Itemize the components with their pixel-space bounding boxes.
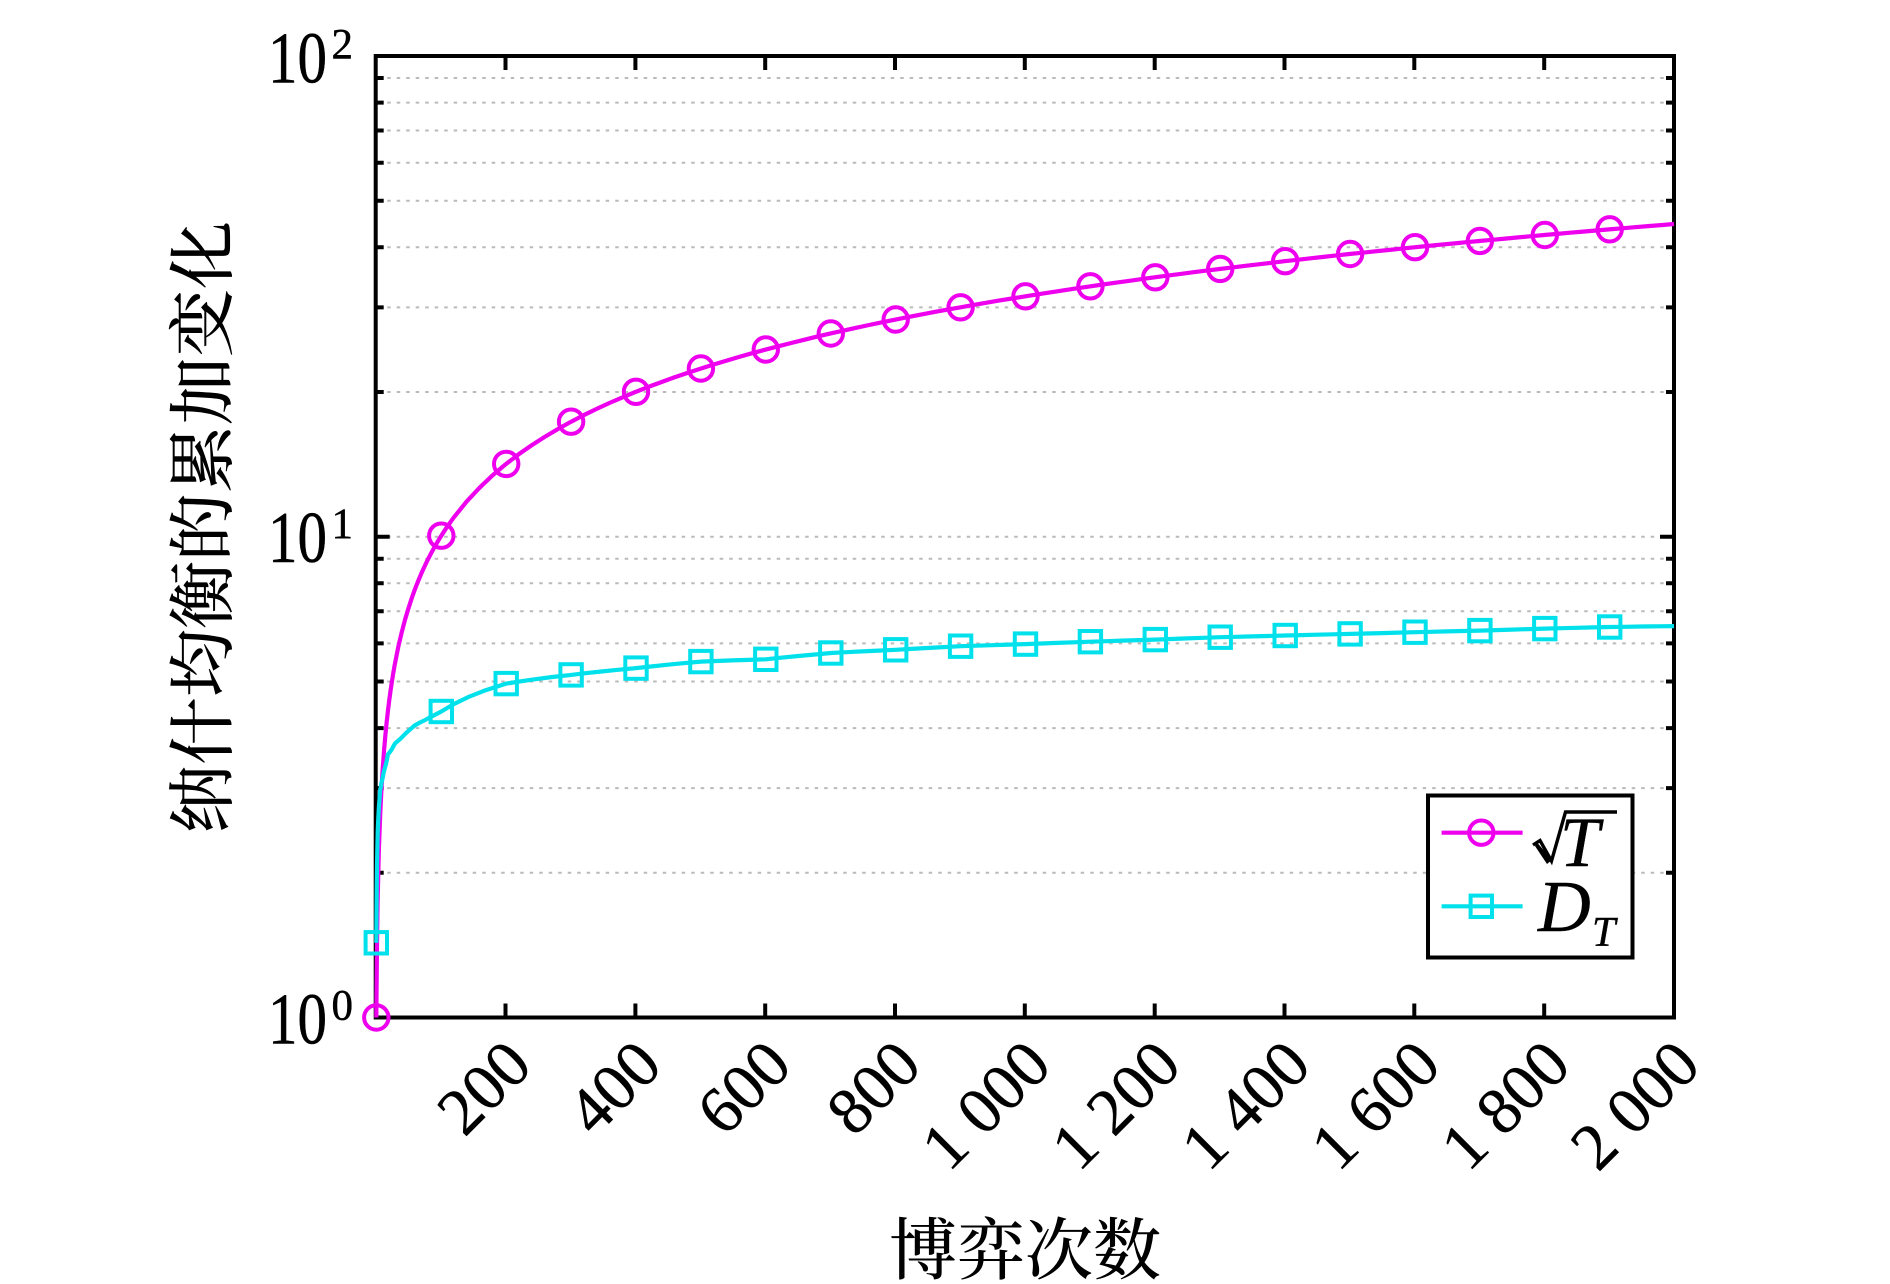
svg-text:0: 0 xyxy=(332,983,354,1030)
svg-text:10: 10 xyxy=(268,497,327,578)
svg-text:10: 10 xyxy=(268,17,327,98)
svg-text:1: 1 xyxy=(332,501,354,548)
svg-text:T: T xyxy=(1560,804,1604,882)
svg-text:10: 10 xyxy=(268,979,327,1060)
svg-text:D: D xyxy=(1537,866,1591,947)
svg-text:2: 2 xyxy=(332,21,354,68)
svg-text:T: T xyxy=(1592,910,1618,956)
